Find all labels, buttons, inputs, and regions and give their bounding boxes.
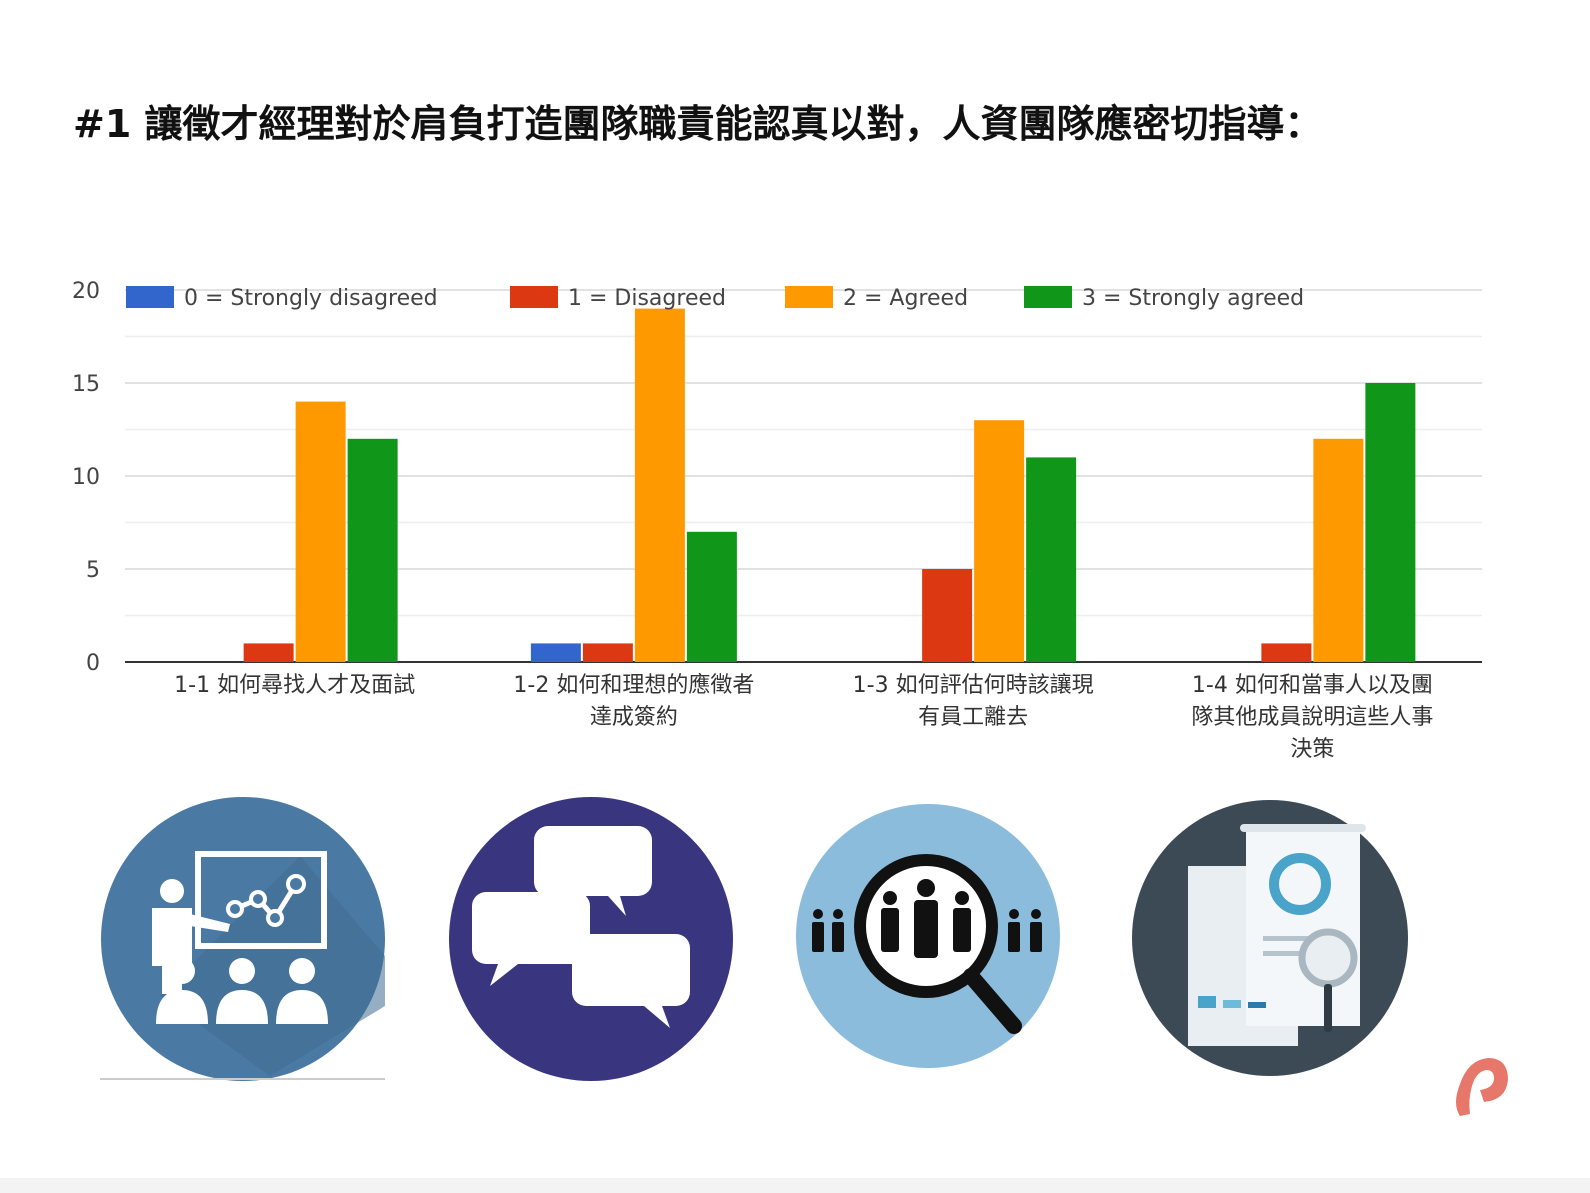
people-search-icon xyxy=(796,804,1060,1068)
page-title: #1 讓徵才經理對於肩負打造團隊職責能認真以對，人資團隊應密切指導： xyxy=(73,102,1323,146)
bar xyxy=(1313,438,1364,662)
bar xyxy=(1261,643,1312,662)
bar xyxy=(1026,457,1077,662)
bar xyxy=(686,531,737,662)
bar xyxy=(634,308,685,662)
bar xyxy=(922,569,973,662)
y-tick-label: 20 xyxy=(72,279,100,304)
legend-label: 1 = Disagreed xyxy=(568,286,726,311)
y-tick-label: 0 xyxy=(86,651,100,676)
bottom-band xyxy=(0,1178,1590,1193)
legend-label: 2 = Agreed xyxy=(843,286,968,311)
legend-swatch xyxy=(785,286,833,308)
y-tick-label: 10 xyxy=(72,465,100,490)
legend-label: 0 = Strongly disagreed xyxy=(184,286,438,311)
x-tick-label: 1-3 如何評估何時該讓現 xyxy=(853,673,1094,698)
bar xyxy=(295,401,346,662)
x-tick-label: 隊其他成員說明這些人事 xyxy=(1191,705,1433,730)
brand-logo-icon xyxy=(1456,1058,1508,1116)
presentation-icon xyxy=(100,797,385,1081)
x-tick-label: 1-4 如何和當事人以及團 xyxy=(1192,673,1433,698)
y-tick-label: 5 xyxy=(86,558,100,583)
bar xyxy=(582,643,633,662)
x-tick-label: 決策 xyxy=(1290,737,1334,762)
legend-swatch xyxy=(510,286,558,308)
y-axis-ticks: 0 5 10 15 20 xyxy=(72,279,100,676)
bars xyxy=(243,308,1416,662)
bar xyxy=(1365,383,1416,662)
y-tick-label: 15 xyxy=(72,372,100,397)
legend: 0 = Strongly disagreed 1 = Disagreed 2 = A… xyxy=(126,286,1304,311)
legend-label: 3 = Strongly agreed xyxy=(1082,286,1304,311)
legend-swatch xyxy=(1024,286,1072,308)
chat-bubbles-icon xyxy=(449,797,733,1081)
bar xyxy=(347,438,398,662)
bar xyxy=(974,420,1025,662)
x-tick-label: 1-1 如何尋找人才及面試 xyxy=(174,673,415,698)
bar xyxy=(530,643,581,662)
x-tick-label: 1-2 如何和理想的應徵者 xyxy=(513,672,754,698)
report-analysis-icon xyxy=(1132,800,1408,1076)
x-tick-label: 有員工離去 xyxy=(918,705,1028,730)
legend-swatch xyxy=(126,286,174,308)
bar xyxy=(243,643,294,662)
x-tick-label: 達成簽約 xyxy=(590,705,678,730)
